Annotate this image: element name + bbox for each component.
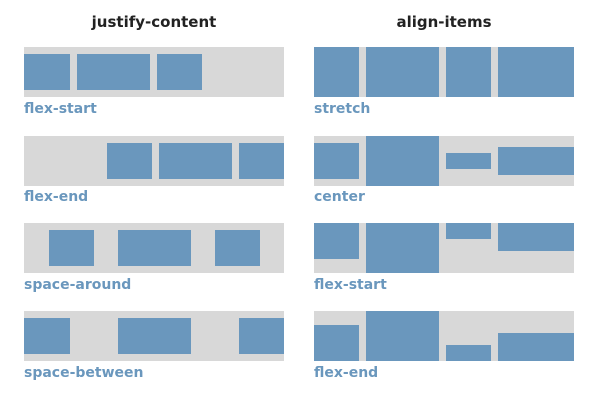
- justify-space-between-container: [24, 311, 284, 361]
- justify-flex-end-label: flex-end: [24, 189, 89, 205]
- flex-item: [498, 333, 574, 361]
- flex-item: [118, 230, 191, 266]
- flex-item: [498, 223, 574, 251]
- flex-item: [118, 318, 191, 354]
- align-center-label: center: [314, 189, 365, 205]
- align-stretch-container: [314, 47, 574, 97]
- flex-item: [24, 318, 70, 354]
- justify-space-between-label: space-between: [24, 365, 144, 381]
- flex-item: [446, 223, 491, 239]
- flex-item: [215, 230, 260, 266]
- justify-space-around-container: [24, 223, 284, 273]
- align-flex-end-label: flex-end: [314, 365, 379, 381]
- flex-item: [366, 311, 439, 361]
- align-items-heading: align-items: [396, 13, 492, 31]
- flex-item: [498, 47, 574, 97]
- flex-item: [239, 318, 284, 354]
- flex-item: [314, 143, 359, 179]
- flex-item: [77, 54, 150, 90]
- flex-item: [239, 143, 284, 179]
- align-flex-start-label: flex-start: [314, 277, 387, 293]
- flex-item: [366, 136, 439, 186]
- flex-item: [446, 47, 491, 97]
- flex-item: [314, 223, 359, 259]
- justify-flex-start-container: [24, 47, 284, 97]
- flex-item: [107, 143, 152, 179]
- align-center-container: [314, 136, 574, 186]
- flex-item: [498, 147, 574, 175]
- flex-item: [314, 325, 359, 361]
- flex-item: [366, 223, 439, 273]
- flex-item: [446, 345, 491, 361]
- align-flex-end-container: [314, 311, 574, 361]
- flex-item: [157, 54, 202, 90]
- justify-flex-start-label: flex-start: [24, 101, 97, 117]
- align-flex-start-container: [314, 223, 574, 273]
- justify-flex-end-container: [24, 136, 284, 186]
- flex-item: [446, 153, 491, 169]
- flex-item: [314, 47, 359, 97]
- flex-item: [49, 230, 94, 266]
- justify-content-heading: justify-content: [91, 13, 217, 31]
- flex-item: [24, 54, 70, 90]
- justify-space-around-label: space-around: [24, 277, 132, 293]
- flex-item: [159, 143, 232, 179]
- align-stretch-label: stretch: [314, 101, 371, 117]
- flex-item: [366, 47, 439, 97]
